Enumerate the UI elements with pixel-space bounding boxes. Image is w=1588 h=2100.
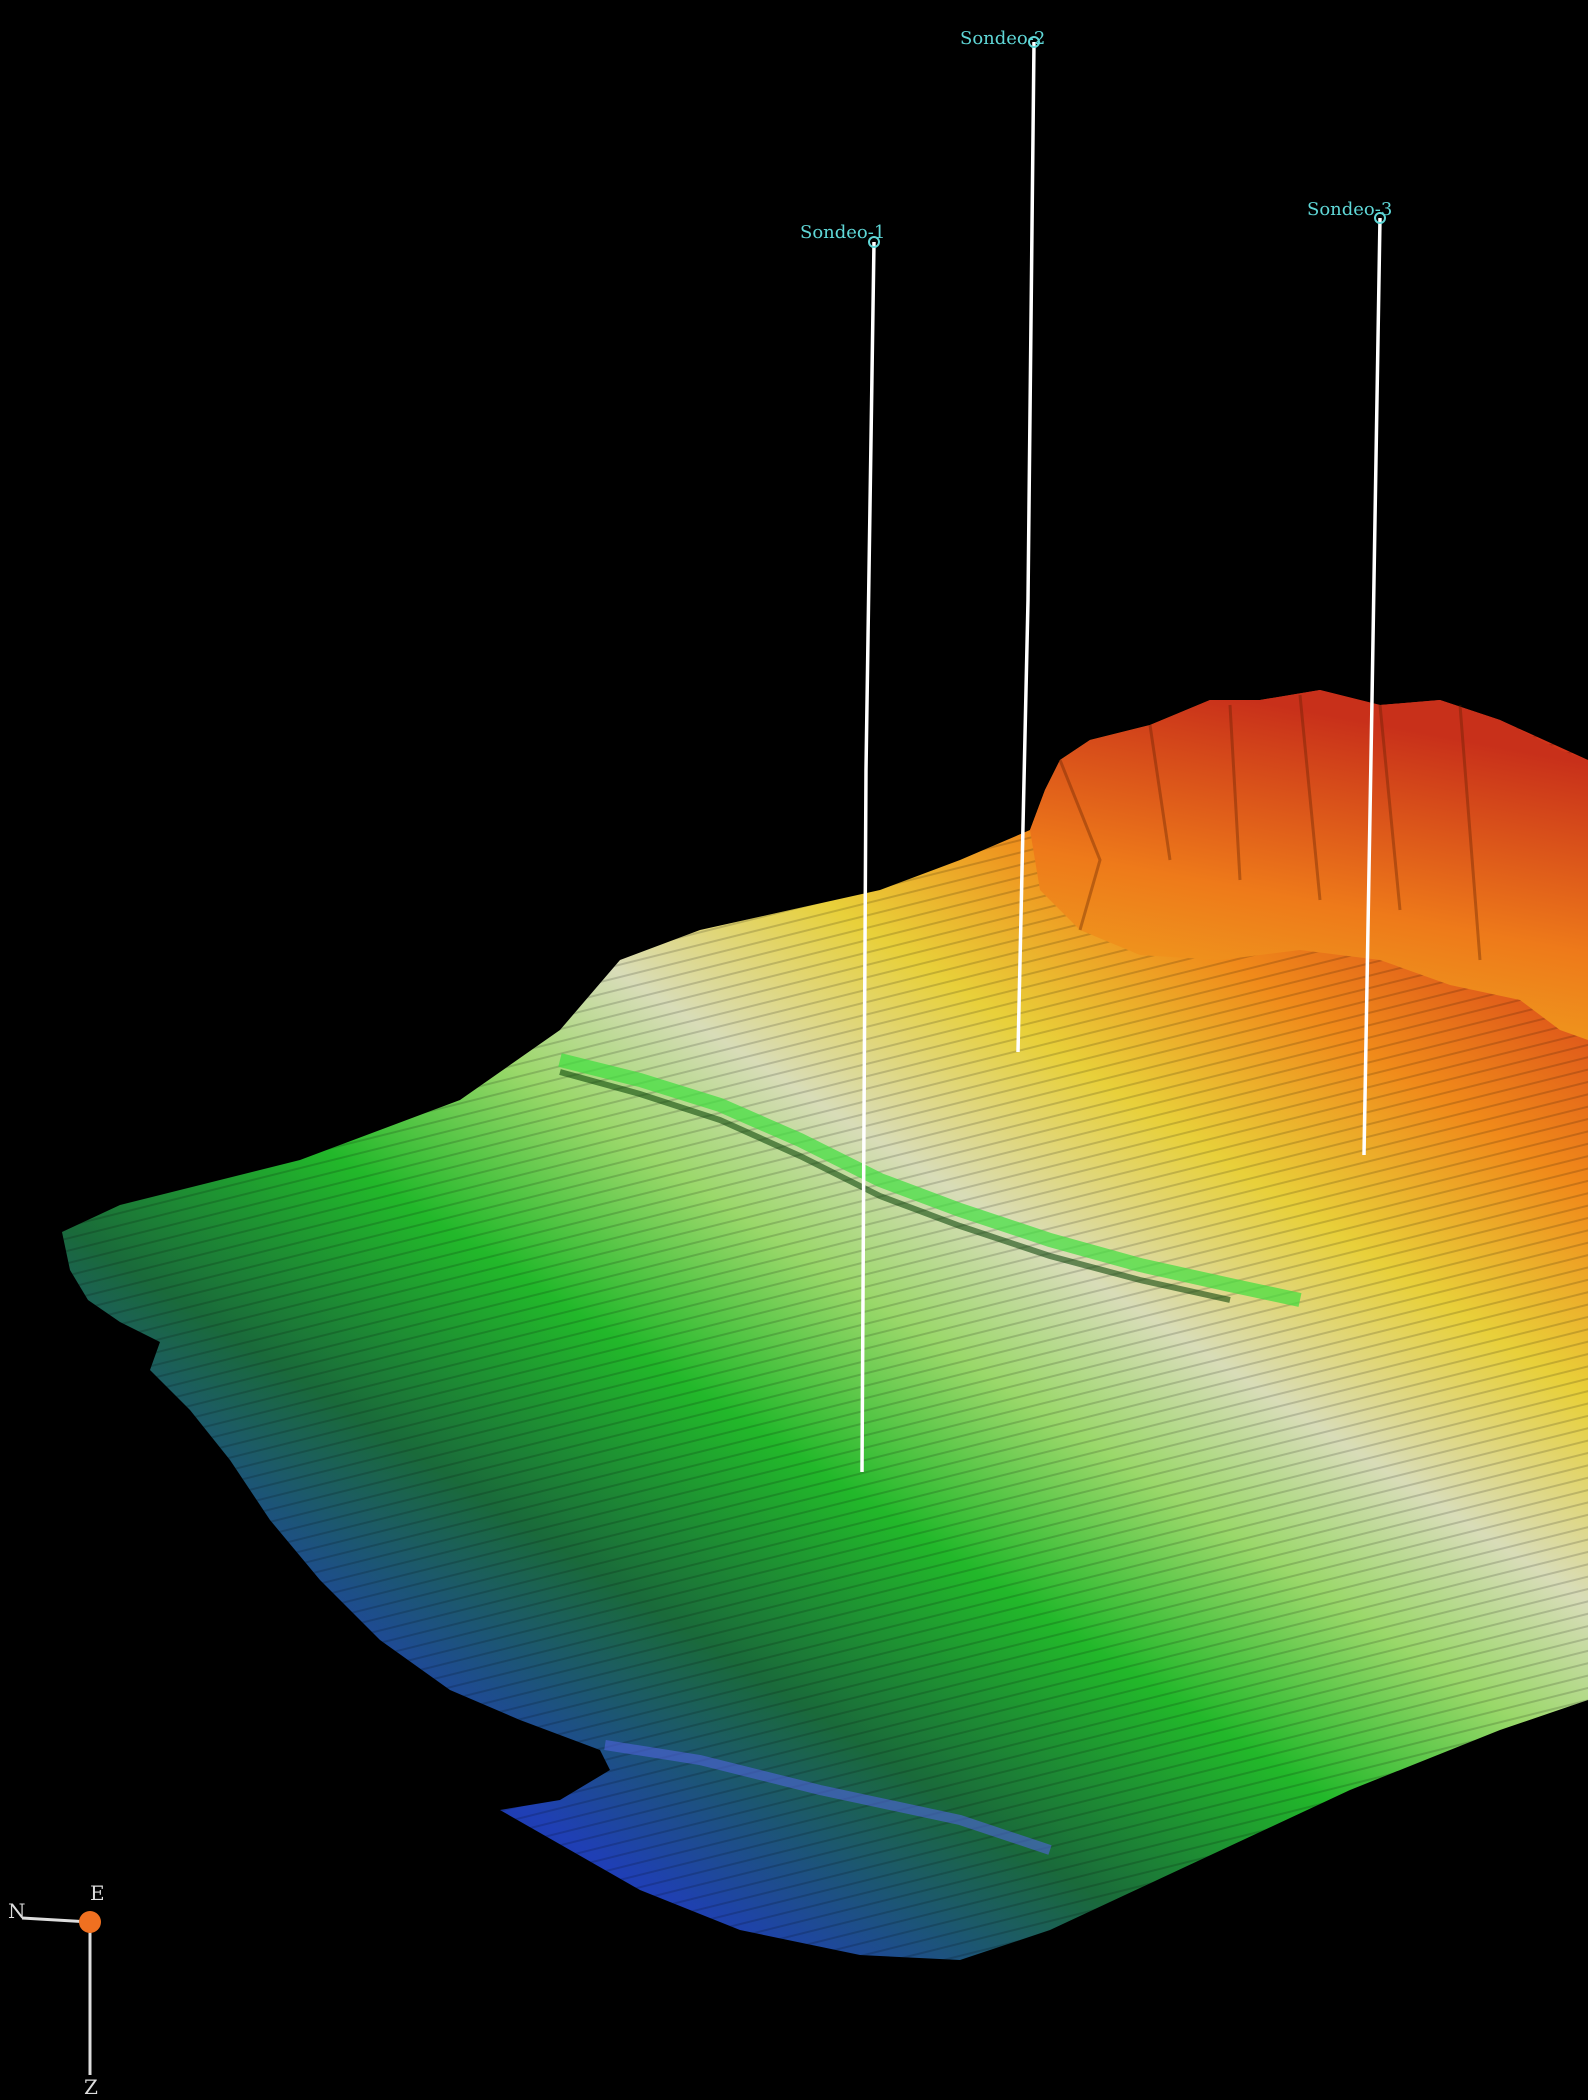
- z-axis-label: Z: [84, 2075, 98, 2099]
- plateau-hill: [1030, 690, 1588, 1040]
- axis-triad: N E Z: [8, 1881, 105, 2099]
- terrain-shading: [62, 690, 1588, 1960]
- north-axis-line: [21, 1916, 91, 1924]
- terrain-surface[interactable]: [62, 690, 1588, 1960]
- borehole-trace: [1362, 217, 1382, 1156]
- east-axis-label: E: [90, 1881, 105, 1905]
- north-axis-label: N: [8, 1899, 26, 1923]
- borehole-collar-icon: [1028, 36, 1040, 48]
- escarpment-ridge: [558, 1053, 1302, 1307]
- borehole-sondeo-3[interactable]: Sondeo-3: [1307, 199, 1392, 1156]
- borehole-collar-icon: [1374, 212, 1386, 224]
- borehole-sondeo-2[interactable]: Sondeo-2: [960, 28, 1045, 1053]
- borehole-label: Sondeo-3: [1307, 199, 1392, 220]
- axis-origin-icon: [79, 1911, 101, 1933]
- borehole-trace: [1016, 41, 1036, 1053]
- borehole-label: Sondeo-1: [800, 222, 885, 243]
- borehole-trace: [860, 241, 876, 1473]
- plateau-cliff-lines: [1058, 694, 1482, 961]
- borehole-collar-icon: [868, 236, 880, 248]
- escarpment-shadow: [559, 1069, 1231, 1303]
- boreholes: Sondeo-1 Sondeo-2 Sondeo-3: [800, 28, 1392, 1473]
- borehole-label: Sondeo-2: [960, 28, 1045, 49]
- lower-step: [604, 1740, 1052, 1855]
- borehole-sondeo-1[interactable]: Sondeo-1: [800, 222, 885, 1473]
